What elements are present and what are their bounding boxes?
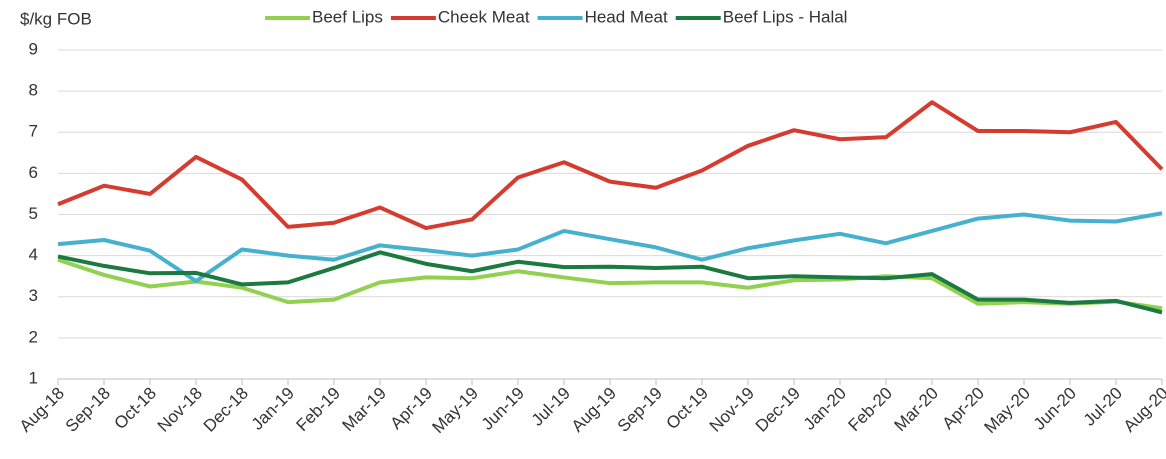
x-tick-label: Jan-20	[800, 384, 850, 434]
x-tick-label: Feb-19	[292, 384, 344, 436]
x-tick-label: Nov-19	[706, 384, 758, 436]
x-tick-label: May-20	[980, 384, 1034, 438]
legend-label: Head Meat	[585, 7, 668, 26]
x-tick-label: Oct-18	[110, 384, 160, 434]
y-tick-label: 4	[29, 245, 38, 264]
x-tick-label: Oct-19	[662, 384, 712, 434]
x-tick-label: Jun-20	[1030, 384, 1080, 434]
x-tick-label: Aug-19	[568, 384, 620, 436]
x-tick-label: Mar-20	[890, 384, 942, 436]
y-tick-label: 9	[29, 39, 38, 58]
y-tick-label: 5	[29, 204, 38, 223]
x-tick-label: Jan-19	[248, 384, 298, 434]
series-line	[57, 257, 1163, 311]
legend-label: Beef Lips - Halal	[723, 7, 848, 26]
x-tick-label: Aug-18	[16, 384, 68, 436]
series-line	[57, 250, 1163, 315]
x-tick-label: Sep-18	[62, 384, 114, 436]
y-tick-label: 7	[29, 122, 38, 141]
legend-label: Beef Lips	[312, 7, 383, 26]
x-tick-label: Aug-20	[1120, 384, 1166, 436]
y-tick-label: 8	[29, 81, 38, 100]
x-tick-label: Dec-18	[200, 384, 252, 436]
x-tick-label: May-19	[428, 384, 482, 438]
x-tick-label: Apr-19	[386, 384, 436, 434]
y-axis-label: $/kg FOB	[20, 9, 92, 28]
x-tick-label: Jun-19	[478, 384, 528, 434]
y-tick-label: 3	[29, 286, 38, 305]
x-tick-label: Nov-18	[154, 384, 206, 436]
x-tick-label: Dec-19	[752, 384, 804, 436]
series-line	[57, 211, 1163, 284]
y-tick-label: 2	[29, 327, 38, 346]
legend-label: Cheek Meat	[438, 7, 530, 26]
x-tick-label: Mar-19	[338, 384, 390, 436]
y-tick-label: 1	[29, 368, 38, 387]
x-tick-label: Feb-20	[844, 384, 896, 436]
x-tick-label: Apr-20	[938, 384, 988, 434]
series-line	[57, 100, 1164, 231]
y-tick-label: 6	[29, 163, 38, 182]
x-tick-label: Sep-19	[614, 384, 666, 436]
